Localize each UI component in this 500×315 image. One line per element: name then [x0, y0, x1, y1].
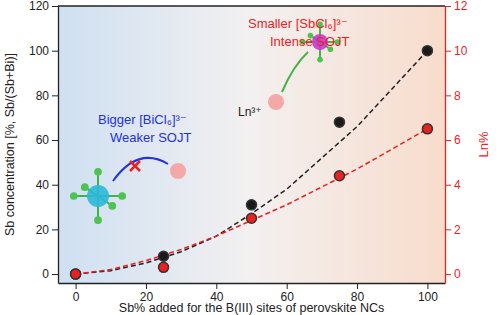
- point: [159, 262, 169, 272]
- plot: 020406080100020406080100120024681012Smal…: [29, 0, 468, 304]
- y-axis: 0 20 40 60 80 100 120: [29, 0, 59, 284]
- cross: [130, 161, 140, 171]
- point: [71, 269, 81, 279]
- annotation: Bigger [BiCl₆]³⁻: [98, 112, 187, 127]
- y2-tick-mark: [445, 185, 451, 186]
- y2-tick: 10: [445, 44, 468, 58]
- x-tick: 100: [418, 283, 438, 304]
- y2-axis: 0 2 4 6 8 10 12: [445, 0, 468, 284]
- y-tick-mark: [52, 6, 58, 7]
- y2-tick: 6: [445, 133, 461, 147]
- y2-tick-label: 2: [454, 223, 461, 237]
- annotation: Smaller [SbCl₆]³⁻: [248, 16, 348, 31]
- y2-tick-label: 0: [454, 267, 461, 281]
- y-tick: 20: [36, 223, 58, 237]
- y-tick-label: 0: [42, 267, 49, 281]
- point: [247, 213, 257, 223]
- y-tick-mark: [52, 229, 58, 230]
- y-tick-label: 20: [36, 223, 50, 237]
- y2-tick: 2: [445, 223, 461, 237]
- y-tick-mark: [52, 95, 58, 96]
- y2-tick-label: 10: [454, 44, 468, 58]
- x-axis-line: [59, 283, 446, 284]
- y2-tick: 4: [445, 178, 461, 192]
- annotation: Weaker SOJT: [110, 130, 191, 145]
- point: [422, 124, 432, 134]
- arrow: [282, 52, 308, 92]
- fit-line: [76, 129, 428, 274]
- y-tick-mark: [52, 51, 58, 52]
- y-tick: 80: [36, 89, 58, 103]
- y-tick-mark: [52, 140, 58, 141]
- point: [334, 117, 344, 127]
- y2-axis-line: [445, 7, 446, 284]
- marks: [71, 46, 433, 279]
- y-tick-label: 120: [29, 0, 49, 13]
- y-tick: 100: [29, 44, 58, 58]
- y2-tick: 8: [445, 89, 461, 103]
- y2-tick-mark: [445, 140, 451, 141]
- y-tick-label: 40: [36, 178, 50, 192]
- point: [159, 251, 169, 261]
- y2-tick-label: 4: [454, 178, 461, 192]
- frame-top: [58, 5, 445, 6]
- decorations: [70, 22, 340, 224]
- x-tick-mark: [146, 283, 147, 289]
- y2-tick-label: 6: [454, 133, 461, 147]
- point: [422, 46, 432, 56]
- point: [71, 269, 81, 279]
- fit-line: [76, 51, 428, 274]
- point: [334, 171, 344, 181]
- atom: [70, 192, 78, 200]
- point: [247, 200, 257, 210]
- atom: [317, 57, 323, 63]
- atom: [94, 216, 102, 224]
- y-tick-mark: [52, 185, 58, 186]
- y-tick-label: 80: [36, 89, 50, 103]
- y-tick-label: 100: [29, 44, 49, 58]
- y2-tick-mark: [445, 229, 451, 230]
- y-tick-label: 60: [36, 133, 50, 147]
- annotation: Ln³⁺: [238, 105, 262, 119]
- y-tick: 40: [36, 178, 58, 192]
- y2-tick-label: 8: [454, 89, 461, 103]
- y2-tick: 12: [445, 0, 468, 13]
- x-tick: 0: [73, 283, 80, 304]
- y2-tick: 0: [445, 267, 461, 281]
- annotation: Intense SOJT: [270, 34, 350, 49]
- y2-axis-title: Ln%: [476, 131, 491, 157]
- atom: [118, 192, 126, 200]
- x-tick-mark: [76, 283, 77, 289]
- x-tick-mark: [287, 283, 288, 289]
- y2-tick-mark: [445, 274, 451, 275]
- atom: [108, 202, 116, 210]
- y-tick: 60: [36, 133, 58, 147]
- ion: [268, 94, 284, 110]
- y-tick: 120: [29, 0, 58, 13]
- chart: 020406080100020406080100120024681012Smal…: [0, 0, 500, 315]
- x-tick-mark: [216, 283, 217, 289]
- y-tick-mark: [52, 274, 58, 275]
- y2-tick-mark: [445, 51, 451, 52]
- ion: [170, 163, 186, 179]
- arrow: [113, 158, 168, 181]
- x-tick-label: 100: [418, 290, 438, 304]
- atom: [94, 168, 102, 176]
- x-tick-mark: [357, 283, 358, 289]
- x-axis-title: Sb% added for the B(III) sites of perovs…: [119, 301, 384, 315]
- plot-background: [58, 6, 445, 283]
- x-tick-label: 0: [73, 290, 80, 304]
- y-axis-title: Sb concentration [%, Sb/(Sb+Bi)]: [3, 53, 17, 236]
- y2-tick-mark: [445, 6, 451, 7]
- center-atom: [87, 185, 109, 207]
- atom: [81, 183, 89, 191]
- y-axis-line: [58, 7, 59, 284]
- y2-tick-mark: [445, 95, 451, 96]
- y2-tick-label: 12: [454, 0, 468, 13]
- x-tick-mark: [427, 283, 428, 289]
- y-tick: 0: [42, 267, 58, 281]
- background: [0, 0, 500, 315]
